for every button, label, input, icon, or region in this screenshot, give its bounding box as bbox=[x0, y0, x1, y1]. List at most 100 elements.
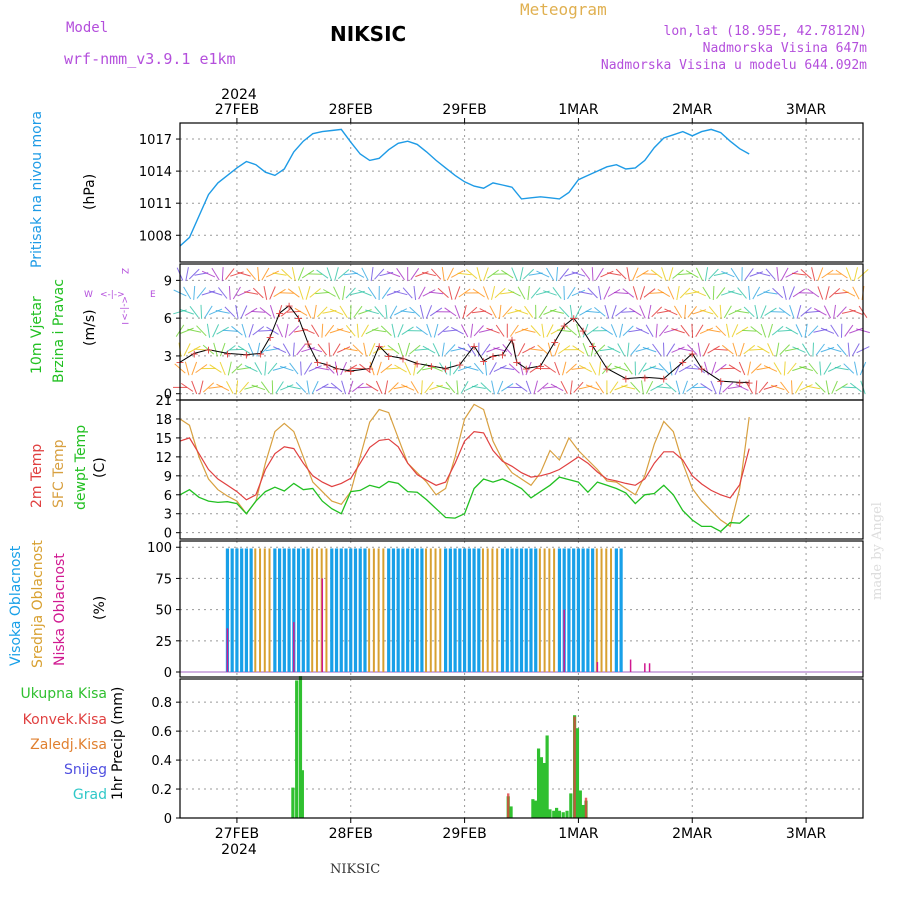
wind-vector bbox=[565, 363, 577, 374]
wind-vector bbox=[426, 323, 432, 338]
wind-vector bbox=[297, 267, 305, 281]
wind-vector bbox=[647, 304, 652, 319]
wind-vector bbox=[422, 345, 436, 354]
wind-vector bbox=[219, 361, 226, 376]
wind-vector bbox=[831, 380, 838, 395]
wind-vector bbox=[692, 289, 706, 297]
wind-vector bbox=[188, 268, 200, 280]
wind-vector bbox=[788, 286, 795, 300]
wind-vector bbox=[571, 367, 586, 370]
wind-compass-label: <-|-> bbox=[119, 296, 129, 321]
wind-vector bbox=[756, 271, 771, 277]
mid-cloud-bar bbox=[439, 548, 442, 673]
temp2m-line bbox=[179, 430, 750, 501]
wind-vector bbox=[248, 323, 254, 338]
wind-vector bbox=[500, 367, 515, 370]
wind-vector bbox=[607, 288, 621, 297]
wind-vector bbox=[622, 325, 634, 336]
wind-vector bbox=[332, 343, 341, 356]
wind-vector bbox=[851, 343, 860, 356]
wind-vector bbox=[260, 381, 270, 394]
wind-vector bbox=[235, 380, 239, 395]
wind-vector bbox=[543, 364, 556, 373]
mid-cloud-bar bbox=[425, 548, 428, 673]
wind-vector bbox=[429, 365, 443, 372]
wind-vector bbox=[664, 308, 678, 316]
wind-vector bbox=[700, 383, 713, 392]
total-rain-bar bbox=[531, 799, 535, 818]
bottom-year: 2024 bbox=[221, 842, 257, 858]
total-rain-bar bbox=[561, 812, 565, 818]
wind-vector bbox=[686, 382, 699, 392]
wind-vector bbox=[400, 310, 415, 314]
wind-vector bbox=[569, 304, 573, 319]
wind-gust-marker: + bbox=[716, 375, 725, 388]
wind-vector bbox=[813, 308, 827, 316]
data-layer: ++ + + + +++++++ + + + +++ + + + + +++ + +++ + ++++++++ + +… bbox=[173, 128, 870, 819]
wind-vector bbox=[721, 270, 735, 278]
high-cloud-bar bbox=[415, 548, 419, 673]
wind-vector bbox=[834, 291, 849, 295]
wind-vector bbox=[374, 268, 385, 280]
wind-vector bbox=[749, 271, 764, 277]
y-tick-label: 12 bbox=[155, 451, 172, 466]
wind-vector bbox=[712, 285, 715, 301]
wind-vector bbox=[604, 304, 610, 319]
y-tick-label: 100 bbox=[147, 541, 172, 556]
wind-vector bbox=[480, 382, 492, 393]
grid-layer bbox=[180, 123, 863, 819]
y-tick-label: 0.6 bbox=[151, 725, 172, 740]
wind-vector bbox=[756, 289, 770, 297]
wind-vector bbox=[707, 345, 720, 354]
wind-vector bbox=[627, 342, 630, 357]
wind-vector bbox=[735, 326, 749, 335]
top-year: 2024 bbox=[221, 87, 257, 103]
wind-vector bbox=[585, 310, 600, 313]
wind-vector bbox=[514, 327, 529, 334]
wind-vector bbox=[713, 348, 728, 351]
wind-vector bbox=[304, 305, 312, 319]
convective-rain-bar bbox=[584, 797, 588, 818]
wind-vector bbox=[849, 327, 863, 334]
wind-vector bbox=[279, 292, 294, 294]
wind-vector bbox=[237, 367, 252, 371]
wind-vector bbox=[716, 287, 726, 299]
convective-rain-bar bbox=[507, 793, 510, 818]
wind-gust-marker: + bbox=[512, 356, 521, 369]
wind-vector bbox=[642, 365, 657, 372]
wind-vector bbox=[580, 268, 591, 280]
wind-vector bbox=[257, 267, 260, 282]
y-tick-label: 0 bbox=[164, 527, 172, 542]
wind-vector bbox=[522, 345, 536, 354]
wind-vector bbox=[614, 292, 629, 294]
wind-vector bbox=[298, 286, 304, 300]
total-rain-bar bbox=[552, 810, 556, 818]
wind-vector bbox=[365, 383, 379, 392]
wind-vector bbox=[799, 366, 813, 372]
mid-cloud-bar bbox=[486, 548, 489, 673]
wind-vector bbox=[422, 271, 436, 277]
wind-vector bbox=[720, 367, 735, 370]
wind-vector bbox=[368, 342, 376, 357]
wind-gust-marker: + bbox=[678, 356, 687, 369]
wind-vector bbox=[849, 382, 862, 393]
wind-vector bbox=[687, 344, 698, 356]
y-tick-label: 1017 bbox=[139, 133, 172, 148]
high-cloud-bar bbox=[358, 548, 362, 673]
wind-vector bbox=[776, 267, 779, 282]
wind-vector bbox=[687, 305, 697, 318]
x-tick-label-bottom: 3MAR bbox=[786, 826, 827, 842]
wind-vector bbox=[710, 380, 717, 395]
y-tick-label: 0.2 bbox=[151, 783, 172, 798]
pressure-line bbox=[179, 128, 750, 247]
legend-freezing-rain: Zaledj.Kisa bbox=[30, 737, 107, 753]
high-cloud-bar bbox=[572, 548, 576, 673]
wind-vector bbox=[227, 361, 232, 376]
wind-vector bbox=[819, 361, 822, 376]
x-tick-label-top: 27FEB bbox=[215, 102, 259, 118]
wind-vector bbox=[708, 268, 719, 280]
wind-vector bbox=[780, 267, 789, 281]
elevation-info: Nadmorska Visina 647m bbox=[702, 41, 867, 56]
wind-vector bbox=[632, 286, 638, 300]
wind-vector bbox=[806, 385, 821, 390]
